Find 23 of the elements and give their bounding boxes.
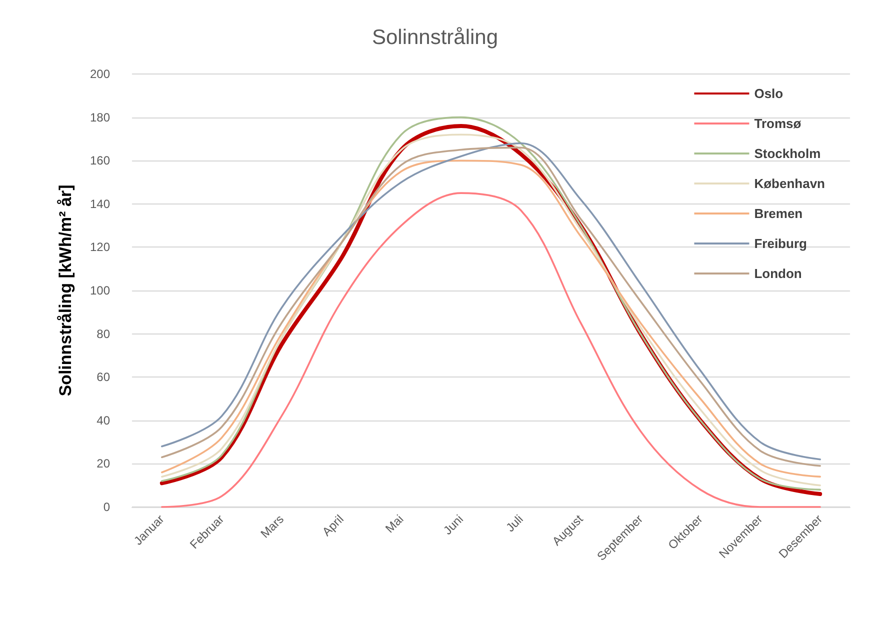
legend-label: København bbox=[754, 176, 826, 191]
y-tick-label: 60 bbox=[96, 370, 110, 384]
y-tick-label: 200 bbox=[90, 67, 110, 81]
y-tick-label: 20 bbox=[96, 456, 110, 471]
y-tick-label: 120 bbox=[90, 240, 110, 254]
legend-label: Bremen bbox=[754, 206, 803, 221]
legend-label: Stockholm bbox=[754, 146, 821, 161]
y-tick-label: 40 bbox=[96, 413, 110, 428]
x-tick-label: Juli bbox=[503, 512, 526, 535]
legend-label: Oslo bbox=[754, 86, 784, 101]
y-tick-label: 80 bbox=[96, 326, 110, 341]
legend-label: London bbox=[754, 266, 802, 281]
y-axis-title: Solinnstråling [kWh/m² år] bbox=[56, 184, 75, 396]
x-tick-label: Mai bbox=[382, 512, 406, 536]
chart-title: Solinnstråling bbox=[372, 26, 498, 49]
y-tick-label: 100 bbox=[90, 284, 110, 298]
legend-label: Tromsø bbox=[754, 116, 802, 131]
legend-label: Freiburg bbox=[754, 236, 807, 251]
y-tick-label: 160 bbox=[90, 154, 110, 168]
line-series bbox=[161, 192, 821, 508]
y-tick-label: 0 bbox=[103, 500, 110, 514]
y-tick-label: 140 bbox=[90, 196, 110, 211]
y-tick-label: 180 bbox=[90, 110, 110, 124]
